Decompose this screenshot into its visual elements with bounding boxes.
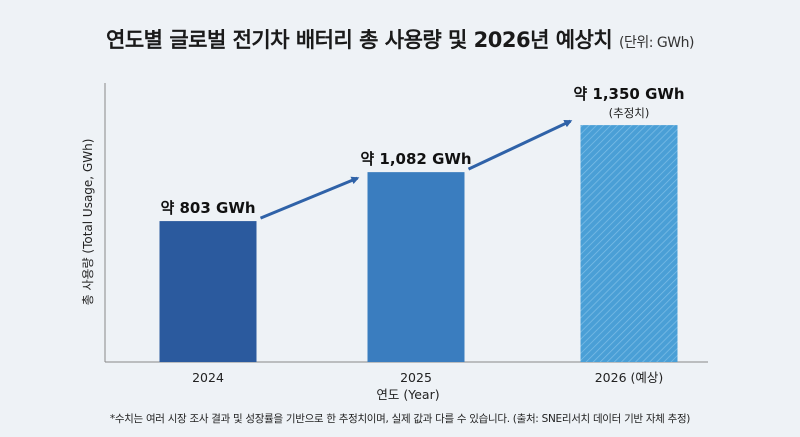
data-label: 약 803 GWh: [160, 199, 255, 217]
data-sublabel: (추정치): [609, 106, 650, 120]
title-text: 연도별 글로벌 전기차 배터리 총 사용량 및 2026년 예상치: [106, 28, 613, 52]
x-tick-label: 2025: [400, 370, 432, 385]
data-label: 약 1,082 GWh: [360, 150, 471, 168]
footnote: *수치는 여러 시장 조사 결과 및 성장률을 기반으로 한 추정치이며, 실제…: [109, 413, 691, 425]
x-axis-label: 연도 (Year): [376, 387, 439, 402]
x-tick-label: 2024: [192, 370, 224, 385]
y-axis-label: 총 사용량 (Total Usage, GWh): [81, 139, 95, 306]
x-tick-label: 2026 (예상): [595, 370, 664, 385]
bar-2024: [159, 221, 257, 362]
trend-arrow-icon: [467, 119, 573, 171]
data-label: 약 1,350 GWh: [573, 85, 684, 103]
chart-title: 연도별 글로벌 전기차 배터리 총 사용량 및 2026년 예상치 (단위: G…: [0, 24, 800, 54]
trend-arrow-icon: [259, 176, 360, 220]
title-unit: (단위: GWh): [619, 35, 694, 51]
bar-2026: [580, 125, 678, 362]
bar-2025: [367, 172, 465, 362]
